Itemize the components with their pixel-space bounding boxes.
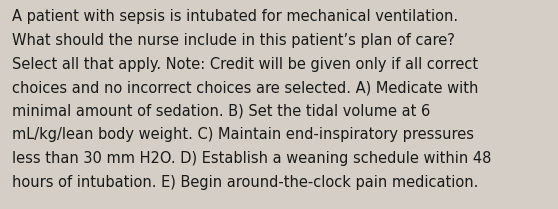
Text: What should the nurse include in this patient’s plan of care?: What should the nurse include in this pa… (12, 33, 455, 48)
Text: less than 30 mm H2O. D) Establish a weaning schedule within 48: less than 30 mm H2O. D) Establish a wean… (12, 151, 492, 166)
Text: mL/kg/lean body weight. C) Maintain end-inspiratory pressures: mL/kg/lean body weight. C) Maintain end-… (12, 127, 474, 143)
Text: hours of intubation. E) Begin around-the-clock pain medication.: hours of intubation. E) Begin around-the… (12, 175, 479, 190)
Text: choices and no incorrect choices are selected. A) Medicate with: choices and no incorrect choices are sel… (12, 80, 479, 95)
Text: A patient with sepsis is intubated for mechanical ventilation.: A patient with sepsis is intubated for m… (12, 9, 459, 24)
Text: Select all that apply. Note: Credit will be given only if all correct: Select all that apply. Note: Credit will… (12, 57, 478, 72)
Text: minimal amount of sedation. B) Set the tidal volume at 6: minimal amount of sedation. B) Set the t… (12, 104, 431, 119)
